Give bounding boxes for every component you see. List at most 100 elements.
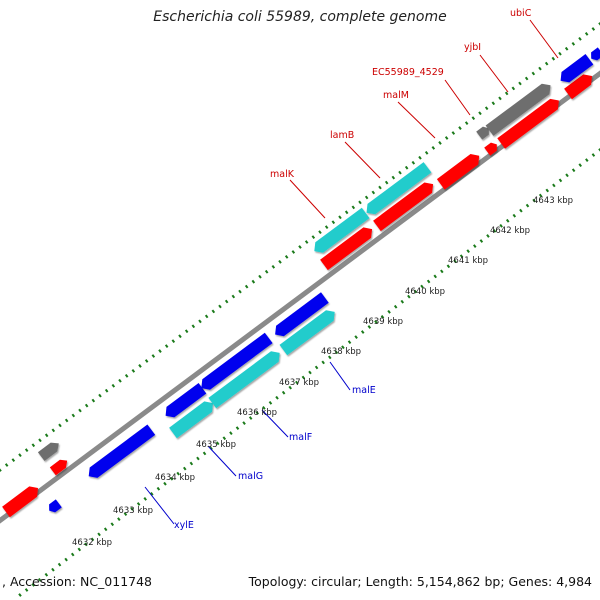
gene-blue-malF[interactable] (201, 332, 273, 390)
upper-row-tick (258, 274, 262, 279)
lower-row-tick (103, 527, 108, 532)
lower-row-tick (235, 426, 240, 431)
gene-cyan-lamB[interactable] (366, 162, 432, 215)
upper-row-tick (144, 359, 149, 363)
upper-row-tick (504, 91, 509, 96)
gene-red[interactable] (497, 98, 559, 149)
lower-row-tick (18, 593, 22, 597)
lower-row-tick (189, 461, 194, 466)
lower-row-tick (328, 355, 332, 360)
lower-row-tick (347, 340, 352, 345)
upper-row-tick (591, 27, 596, 31)
kbp-label-4643: 4643 kbp (533, 196, 573, 206)
upper-row-tick (251, 279, 256, 284)
lower-row-tick (38, 577, 42, 582)
lower-row-tick (314, 365, 319, 370)
upper-row-tick (58, 423, 62, 428)
lower-row-tick (380, 314, 385, 319)
kbp-label-4636: 4636 kbp (237, 408, 277, 418)
leader-yjbI (479, 54, 509, 93)
upper-row-tick (18, 453, 22, 458)
lower-row-tick (512, 213, 517, 218)
upper-row-tick (498, 96, 502, 101)
upper-row-tick (311, 235, 316, 239)
kbp-label-4639: 4639 kbp (363, 317, 403, 327)
lower-row-tick (110, 522, 115, 527)
gene-red[interactable] (436, 154, 480, 190)
lower-row-tick (367, 325, 372, 329)
upper-row-tick (44, 433, 49, 438)
kbp-label-4632: 4632 kbp (72, 538, 112, 548)
lower-row-tick (57, 562, 62, 567)
gene-red[interactable] (320, 227, 373, 271)
upper-row-tick (244, 284, 249, 289)
upper-row-tick (391, 175, 396, 180)
gene-blue[interactable] (49, 499, 62, 513)
lower-row-tick (565, 173, 569, 178)
lower-row-tick (552, 183, 556, 188)
lower-row-tick (591, 153, 596, 157)
upper-row-tick (564, 46, 569, 51)
upper-row-tick (298, 245, 302, 249)
upper-row-tick (544, 61, 549, 66)
kbp-label-4638: 4638 kbp (321, 347, 361, 357)
upper-row-tick (78, 408, 82, 413)
lower-row-tick (387, 309, 391, 314)
lower-row-tick (558, 178, 563, 183)
lower-row-tick (229, 431, 233, 436)
upper-row-tick (491, 101, 496, 106)
gene-label-malG[interactable]: malG (238, 471, 263, 482)
gene-cyan[interactable] (208, 351, 280, 409)
upper-row-tick (11, 458, 16, 462)
upper-row-tick (304, 240, 309, 244)
gene-gray[interactable] (37, 442, 59, 461)
kbp-label-4641: 4641 kbp (448, 256, 488, 266)
upper-row-tick (71, 413, 76, 418)
lower-row-tick (479, 239, 484, 243)
upper-row-tick (284, 255, 289, 259)
upper-row-tick (524, 76, 529, 81)
gene-label-malF[interactable]: malF (289, 432, 312, 443)
gene-label-malE[interactable]: malE (352, 385, 376, 396)
lower-row-tick (519, 208, 523, 213)
lower-row-tick (255, 411, 260, 415)
kbp-label-4634: 4634 kbp (155, 473, 195, 483)
gene-red[interactable] (564, 74, 592, 100)
upper-row-tick (38, 438, 42, 443)
gene-label-malK[interactable]: malK (270, 169, 295, 180)
upper-row-tick (291, 250, 296, 254)
lower-row-tick (525, 203, 530, 208)
lower-row-tick (31, 583, 35, 587)
gene-blue-ubiC[interactable] (560, 54, 594, 83)
upper-row-tick (204, 314, 209, 319)
leader-EC55989_4529 (444, 79, 471, 116)
gene-blue-malE[interactable] (275, 292, 329, 337)
upper-row-tick (511, 86, 516, 91)
gene-blue-malG[interactable] (165, 383, 207, 418)
gene-label-xylE[interactable]: xylE (174, 520, 194, 531)
leader-malG (207, 445, 237, 477)
tick-rows (0, 22, 600, 597)
gene-blue-xylE[interactable] (88, 424, 156, 478)
upper-row-tick (424, 150, 429, 155)
gene-red[interactable] (484, 142, 497, 156)
upper-row-tick (211, 309, 216, 314)
gene-label-malM[interactable]: malM (383, 90, 409, 101)
gene-red[interactable] (2, 486, 39, 518)
lower-row-tick (275, 395, 279, 400)
gene-cyan[interactable] (279, 310, 335, 356)
gene-label-lamB[interactable]: lamB (330, 130, 354, 141)
gene-label-yjbI[interactable]: yjbI (464, 42, 481, 53)
gene-cyan[interactable] (169, 401, 213, 439)
kbp-labels: 4632 kbp 4633 kbp 4634 kbp 4635 kbp 4636… (72, 196, 573, 548)
upper-row-tick (344, 210, 349, 215)
gene-red[interactable] (49, 459, 68, 476)
gene-cyan-malK[interactable] (314, 207, 370, 253)
gene-label-EC55989_4529[interactable]: EC55989_4529 (372, 67, 444, 78)
gene-label-ubiC[interactable]: ubiC (510, 8, 532, 19)
gene-gray-yjbI[interactable] (485, 83, 551, 136)
gene-red[interactable] (373, 182, 434, 232)
gene-blue[interactable] (591, 47, 600, 61)
gene-gray[interactable] (476, 126, 489, 140)
upper-row-tick (418, 155, 422, 160)
